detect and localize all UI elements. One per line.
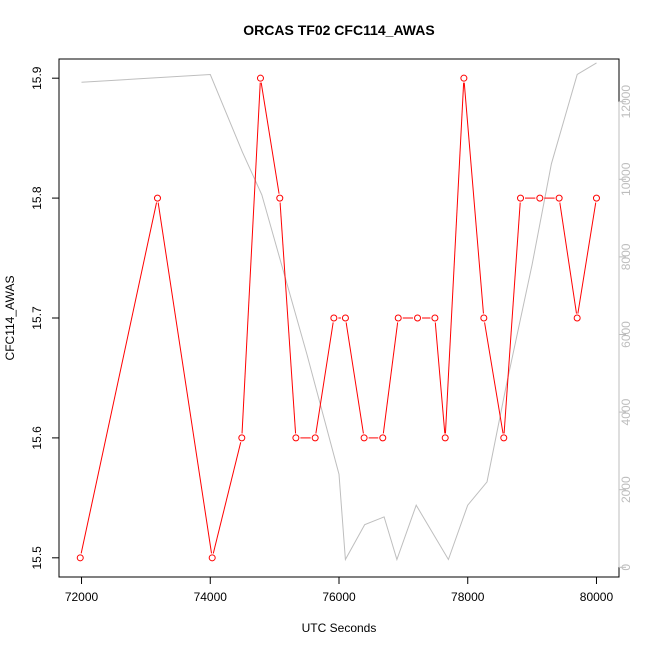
data-point [517, 194, 525, 202]
x-tick-label: 80000 [580, 590, 614, 604]
secondary-series-line [81, 62, 597, 562]
data-point [414, 314, 422, 322]
y2-tick-label: 8000 [619, 243, 633, 270]
y-tick-label: 15.9 [30, 66, 44, 90]
data-point [341, 314, 349, 322]
secondary-y-axis: 0 2000 4000 6000 8000 10000 12000 [618, 85, 633, 571]
y-tick-label: 15.8 [30, 186, 44, 210]
series-line-segment [212, 442, 242, 554]
x-tick-label: 74000 [194, 590, 228, 604]
data-point [153, 194, 161, 202]
series-line-segment [577, 202, 597, 314]
series-line-segment [434, 322, 446, 434]
y2-tick-label: 6000 [619, 321, 633, 348]
data-point [276, 194, 284, 202]
y-tick-label: 15.7 [30, 306, 44, 330]
secondary-series-group [81, 62, 597, 562]
series-line-segment [157, 202, 213, 554]
data-point [555, 194, 563, 202]
data-point [292, 434, 300, 442]
y2-tick-label: 12000 [619, 85, 633, 119]
series-line-segment [382, 322, 399, 434]
data-point [76, 554, 84, 562]
data-point [573, 314, 581, 322]
y-axis: 15.5 15.6 15.7 15.8 15.9 [30, 66, 60, 570]
data-point [536, 194, 544, 202]
series-line-segment [260, 82, 280, 194]
chart-title: ORCAS TF02 CFC114_AWAS [243, 22, 434, 38]
data-point [394, 314, 402, 322]
y-tick-label: 15.5 [30, 546, 44, 570]
series-line-segment [559, 202, 577, 314]
primary-series-group [76, 74, 600, 562]
data-point [360, 434, 368, 442]
x-tick-label: 72000 [65, 590, 99, 604]
data-point [431, 314, 439, 322]
y2-tick-label: 10000 [619, 162, 633, 196]
data-point [238, 434, 246, 442]
data-point [311, 434, 319, 442]
series-line-segment [463, 82, 484, 314]
y2-tick-label: 4000 [619, 398, 633, 425]
series-line-segment [279, 202, 297, 434]
series-line-segment [345, 322, 364, 434]
series-line-segment [503, 202, 521, 434]
x-axis: 72000 74000 76000 78000 80000 [65, 576, 614, 604]
data-point [500, 434, 508, 442]
y-tick-label: 15.6 [30, 426, 44, 450]
series-line-segment [484, 322, 504, 434]
data-point [441, 434, 449, 442]
x-axis-label: UTC Seconds [302, 621, 377, 635]
series-line-segment [444, 82, 465, 434]
data-point [330, 314, 338, 322]
y-axis-label: CFC114_AWAS [3, 276, 17, 361]
series-line-segment [241, 82, 261, 434]
y2-tick-label: 2000 [619, 476, 633, 503]
x-tick-label: 76000 [322, 590, 356, 604]
data-point [592, 194, 600, 202]
series-line-segment [80, 202, 158, 554]
y2-tick-label: 0 [619, 564, 633, 571]
series-line-segment [315, 322, 334, 434]
data-point [208, 554, 216, 562]
data-point [460, 74, 468, 82]
data-point [256, 74, 264, 82]
data-point [480, 314, 488, 322]
data-point [379, 434, 387, 442]
x-tick-label: 78000 [451, 590, 485, 604]
